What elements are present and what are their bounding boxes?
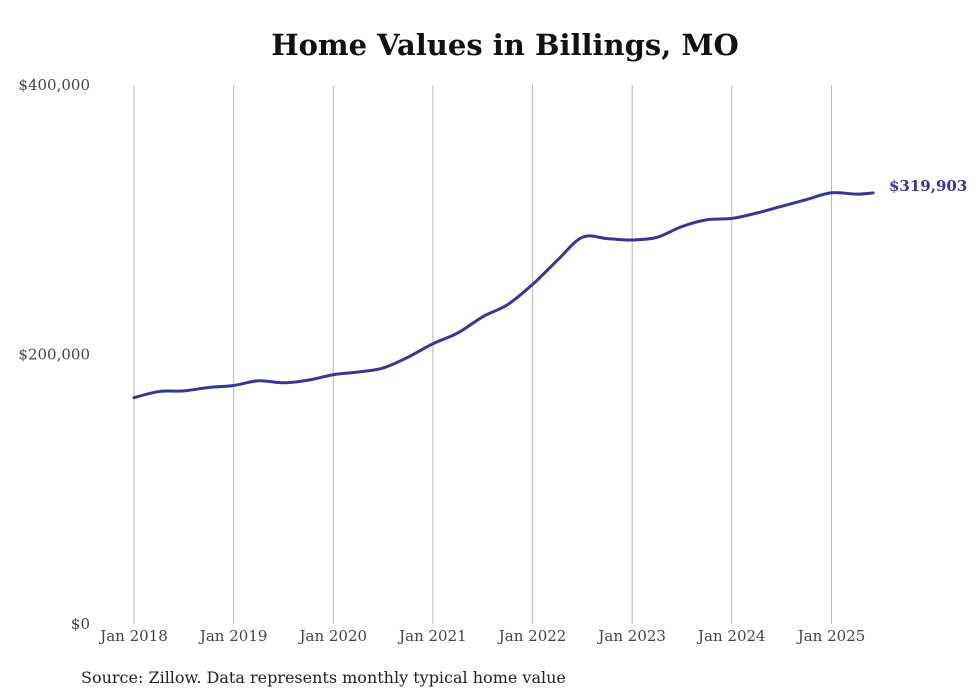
- x-tick-label: Jan 2019: [198, 627, 268, 645]
- y-axis-ticks: $0 $200,000 $400,000: [18, 76, 90, 633]
- end-labels: $319,903: [889, 177, 967, 195]
- x-tick-label: Jan 2023: [596, 627, 666, 645]
- y-tick-label: $200,000: [18, 346, 90, 364]
- grid-lines: [133, 85, 832, 624]
- end-value-label: $319,903: [889, 177, 967, 195]
- y-tick-label: $400,000: [18, 76, 90, 94]
- x-axis-ticks: Jan 2018 Jan 2019 Jan 2020 Jan 2021 Jan 2022…: [98, 627, 865, 645]
- series-lines: [132, 191, 875, 400]
- x-tick-label: Jan 2021: [397, 627, 467, 645]
- x-tick-label: Jan 2022: [497, 627, 567, 645]
- source-note: Source: Zillow. Data represents monthly …: [81, 668, 566, 687]
- x-tick-label: Jan 2020: [297, 627, 367, 645]
- x-tick-label: Jan 2024: [696, 627, 766, 645]
- series-line: [132, 191, 875, 400]
- x-tick-label: Jan 2025: [796, 627, 866, 645]
- x-tick-label: Jan 2018: [98, 627, 168, 645]
- chart-title: Home Values in Billings, MO: [271, 28, 739, 62]
- y-tick-label: $0: [71, 615, 90, 633]
